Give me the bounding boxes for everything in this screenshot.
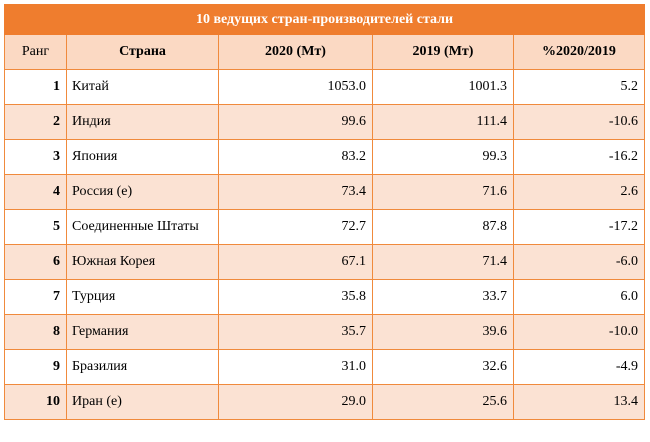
change-cell: -17.2 xyxy=(513,209,645,245)
rank-cell: 1 xyxy=(4,69,67,105)
country-cell: Индия xyxy=(66,104,219,140)
country-cell: Япония xyxy=(66,139,219,175)
change-cell: 6.0 xyxy=(513,279,645,315)
value-2020-cell: 1053.0 xyxy=(218,69,373,105)
rank-cell: 7 xyxy=(4,279,67,315)
country-cell: Китай xyxy=(66,69,219,105)
header-2019: 2019 (Мт) xyxy=(372,34,514,70)
country-cell: Южная Корея xyxy=(66,244,219,280)
table-row: 3 Япония 83.2 99.3 -16.2 xyxy=(4,139,645,175)
rank-cell: 3 xyxy=(4,139,67,175)
table-row: 1 Китай 1053.0 1001.3 5.2 xyxy=(4,69,645,105)
table-row: 8 Германия 35.7 39.6 -10.0 xyxy=(4,314,645,350)
country-cell: Иран (е) xyxy=(66,384,219,420)
table-title: 10 ведущих стран-производителей стали xyxy=(4,4,645,35)
value-2020-cell: 73.4 xyxy=(218,174,373,210)
rank-cell: 2 xyxy=(4,104,67,140)
country-cell: Турция xyxy=(66,279,219,315)
steel-producers-table-container: 10 ведущих стран-производителей стали Ра… xyxy=(4,4,645,420)
value-2019-cell: 111.4 xyxy=(372,104,514,140)
value-2019-cell: 71.4 xyxy=(372,244,514,280)
value-2019-cell: 32.6 xyxy=(372,349,514,385)
value-2020-cell: 35.8 xyxy=(218,279,373,315)
country-cell: Соединенные Штаты xyxy=(66,209,219,245)
value-2020-cell: 31.0 xyxy=(218,349,373,385)
header-change: %2020/2019 xyxy=(513,34,645,70)
title-row: 10 ведущих стран-производителей стали xyxy=(4,4,645,35)
value-2019-cell: 1001.3 xyxy=(372,69,514,105)
value-2019-cell: 33.7 xyxy=(372,279,514,315)
value-2019-cell: 87.8 xyxy=(372,209,514,245)
change-cell: 5.2 xyxy=(513,69,645,105)
rank-cell: 5 xyxy=(4,209,67,245)
country-cell: Германия xyxy=(66,314,219,350)
header-rank: Ранг xyxy=(4,34,67,70)
rank-cell: 8 xyxy=(4,314,67,350)
rank-cell: 4 xyxy=(4,174,67,210)
table-row: 4 Россия (е) 73.4 71.6 2.6 xyxy=(4,174,645,210)
table-row: 10 Иран (е) 29.0 25.6 13.4 xyxy=(4,384,645,420)
steel-producers-table: 10 ведущих стран-производителей стали Ра… xyxy=(4,4,645,420)
change-cell: -6.0 xyxy=(513,244,645,280)
change-cell: 13.4 xyxy=(513,384,645,420)
header-country: Страна xyxy=(66,34,219,70)
value-2020-cell: 29.0 xyxy=(218,384,373,420)
value-2019-cell: 99.3 xyxy=(372,139,514,175)
change-cell: -10.6 xyxy=(513,104,645,140)
value-2020-cell: 35.7 xyxy=(218,314,373,350)
value-2020-cell: 72.7 xyxy=(218,209,373,245)
rank-cell: 9 xyxy=(4,349,67,385)
rank-cell: 6 xyxy=(4,244,67,280)
table-row: 5 Соединенные Штаты 72.7 87.8 -17.2 xyxy=(4,209,645,245)
header-2020: 2020 (Мт) xyxy=(218,34,373,70)
country-cell: Россия (е) xyxy=(66,174,219,210)
country-cell: Бразилия xyxy=(66,349,219,385)
value-2019-cell: 39.6 xyxy=(372,314,514,350)
rank-cell: 10 xyxy=(4,384,67,420)
value-2019-cell: 71.6 xyxy=(372,174,514,210)
table-row: 6 Южная Корея 67.1 71.4 -6.0 xyxy=(4,244,645,280)
table-row: 9 Бразилия 31.0 32.6 -4.9 xyxy=(4,349,645,385)
change-cell: -16.2 xyxy=(513,139,645,175)
table-row: 7 Турция 35.8 33.7 6.0 xyxy=(4,279,645,315)
value-2020-cell: 67.1 xyxy=(218,244,373,280)
header-row: Ранг Страна 2020 (Мт) 2019 (Мт) %2020/20… xyxy=(4,34,645,70)
change-cell: -10.0 xyxy=(513,314,645,350)
change-cell: -4.9 xyxy=(513,349,645,385)
value-2020-cell: 99.6 xyxy=(218,104,373,140)
value-2020-cell: 83.2 xyxy=(218,139,373,175)
table-row: 2 Индия 99.6 111.4 -10.6 xyxy=(4,104,645,140)
change-cell: 2.6 xyxy=(513,174,645,210)
value-2019-cell: 25.6 xyxy=(372,384,514,420)
